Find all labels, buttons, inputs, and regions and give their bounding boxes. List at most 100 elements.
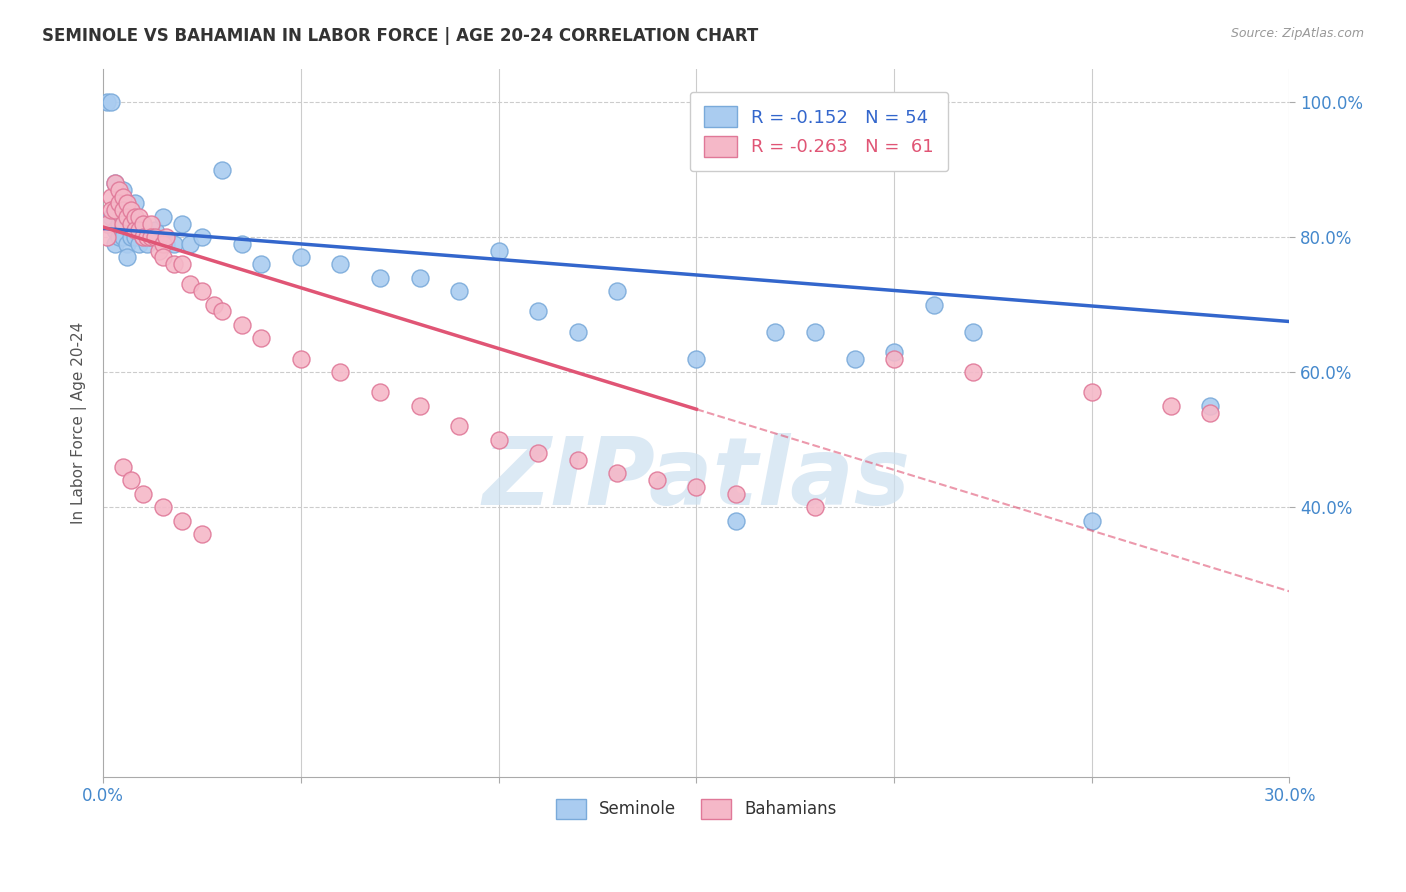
Point: [132, 217, 155, 231]
Point: [139, 230, 162, 244]
Point: [115, 196, 138, 211]
Point: [685, 351, 707, 366]
Point: [124, 230, 146, 244]
Point: [100, 210, 122, 224]
Text: SEMINOLE VS BAHAMIAN IN LABOR FORCE | AGE 20-24 CORRELATION CHART: SEMINOLE VS BAHAMIAN IN LABOR FORCE | AG…: [42, 27, 758, 45]
Point: [108, 217, 131, 231]
Point: [765, 325, 787, 339]
Point: [449, 419, 471, 434]
Point: [120, 217, 142, 231]
Point: [962, 365, 984, 379]
Point: [152, 236, 174, 251]
Point: [124, 196, 146, 211]
Point: [329, 365, 352, 379]
Point: [449, 284, 471, 298]
Point: [132, 230, 155, 244]
Point: [883, 351, 905, 366]
Point: [111, 190, 134, 204]
Point: [724, 486, 747, 500]
Point: [100, 203, 122, 218]
Point: [111, 230, 134, 244]
Point: [567, 452, 589, 467]
Point: [111, 459, 134, 474]
Point: [606, 467, 628, 481]
Point: [111, 203, 134, 218]
Point: [100, 190, 122, 204]
Point: [104, 176, 127, 190]
Point: [124, 223, 146, 237]
Point: [143, 230, 166, 244]
Point: [527, 304, 550, 318]
Point: [104, 223, 127, 237]
Point: [408, 399, 430, 413]
Point: [211, 162, 233, 177]
Point: [191, 527, 214, 541]
Point: [120, 217, 142, 231]
Point: [132, 217, 155, 231]
Point: [152, 251, 174, 265]
Point: [148, 244, 170, 258]
Point: [132, 230, 155, 244]
Point: [139, 230, 162, 244]
Point: [128, 223, 150, 237]
Point: [606, 284, 628, 298]
Point: [108, 183, 131, 197]
Point: [1160, 399, 1182, 413]
Point: [488, 244, 510, 258]
Point: [724, 514, 747, 528]
Point: [172, 257, 194, 271]
Point: [155, 230, 177, 244]
Point: [124, 217, 146, 231]
Point: [139, 217, 162, 231]
Point: [115, 251, 138, 265]
Point: [368, 270, 391, 285]
Point: [120, 230, 142, 244]
Point: [179, 277, 201, 292]
Point: [111, 217, 134, 231]
Point: [124, 210, 146, 224]
Point: [1199, 399, 1222, 413]
Point: [120, 203, 142, 218]
Point: [152, 210, 174, 224]
Point: [128, 223, 150, 237]
Point: [132, 486, 155, 500]
Point: [135, 230, 157, 244]
Point: [108, 196, 131, 211]
Point: [111, 217, 134, 231]
Point: [115, 236, 138, 251]
Point: [104, 203, 127, 218]
Y-axis label: In Labor Force | Age 20-24: In Labor Force | Age 20-24: [72, 322, 87, 524]
Point: [645, 473, 668, 487]
Point: [155, 236, 177, 251]
Point: [408, 270, 430, 285]
Point: [1080, 514, 1102, 528]
Point: [290, 251, 312, 265]
Point: [104, 236, 127, 251]
Point: [96, 230, 118, 244]
Point: [962, 325, 984, 339]
Point: [250, 257, 273, 271]
Point: [1080, 385, 1102, 400]
Text: ZIPatlas: ZIPatlas: [482, 434, 911, 525]
Point: [191, 230, 214, 244]
Point: [115, 210, 138, 224]
Point: [527, 446, 550, 460]
Point: [128, 210, 150, 224]
Point: [804, 500, 827, 514]
Point: [108, 230, 131, 244]
Point: [143, 223, 166, 237]
Point: [100, 95, 122, 110]
Point: [329, 257, 352, 271]
Point: [191, 284, 214, 298]
Point: [250, 331, 273, 345]
Point: [488, 433, 510, 447]
Point: [96, 95, 118, 110]
Point: [135, 236, 157, 251]
Point: [120, 473, 142, 487]
Point: [883, 344, 905, 359]
Point: [231, 236, 253, 251]
Point: [172, 217, 194, 231]
Point: [211, 304, 233, 318]
Point: [111, 203, 134, 218]
Point: [368, 385, 391, 400]
